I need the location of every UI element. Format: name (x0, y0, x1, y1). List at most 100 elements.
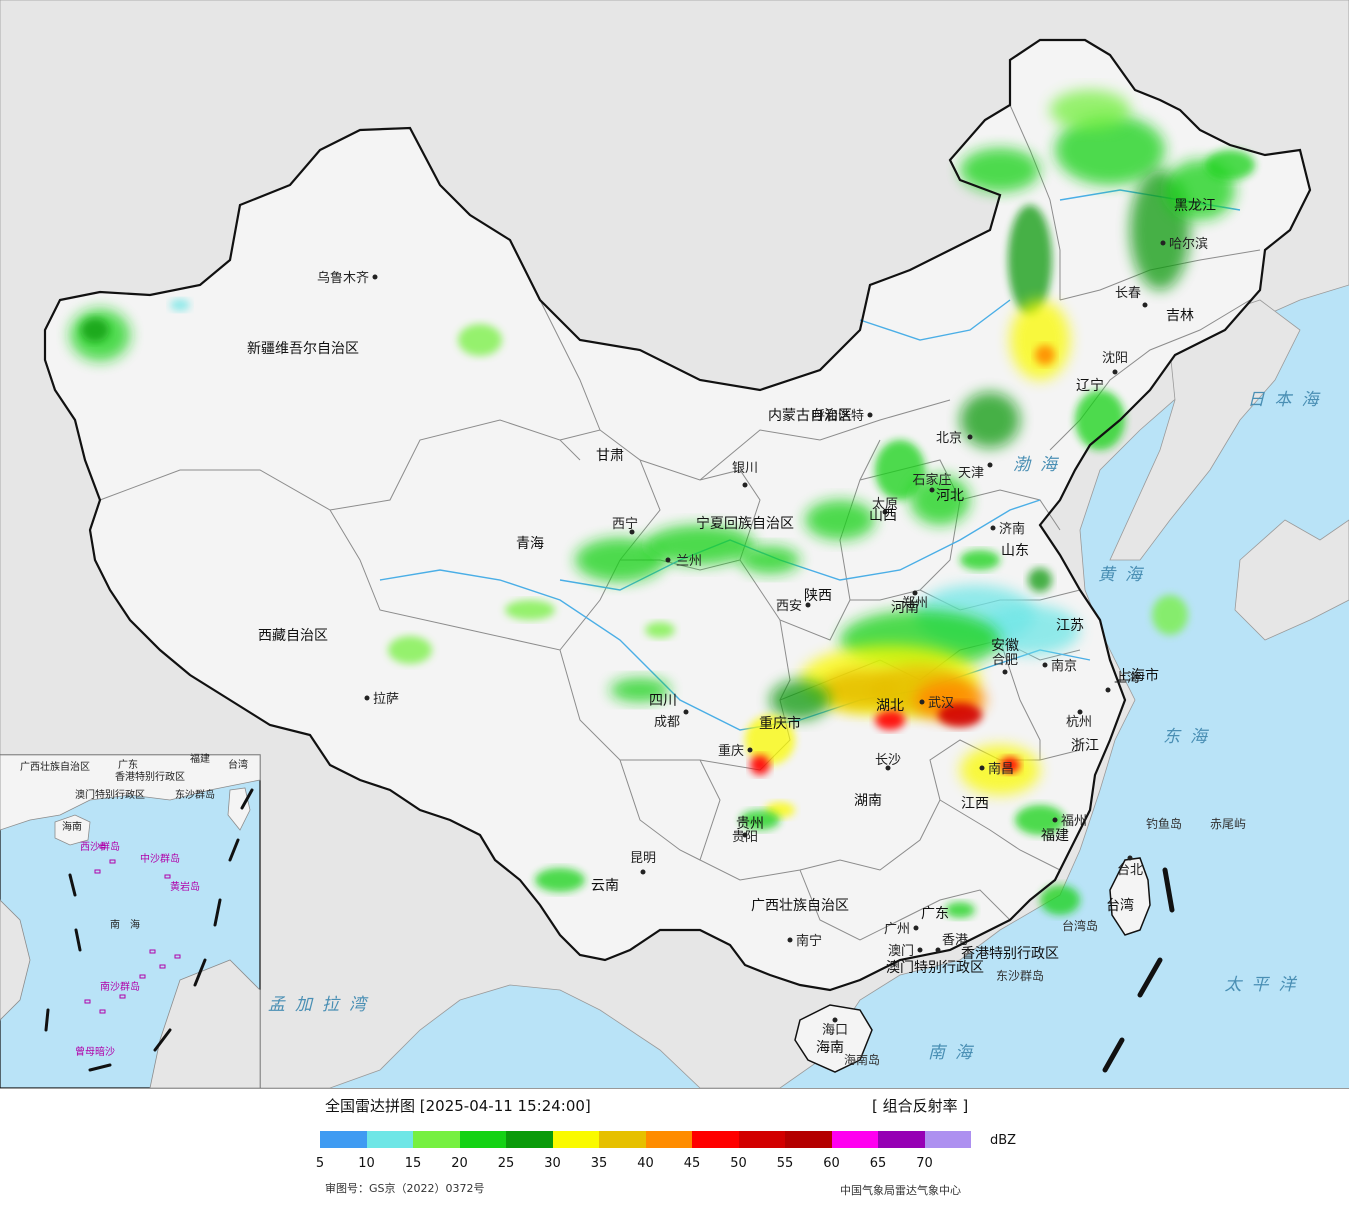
legend-title: 全国雷达拼图 [2025-04-11 15:24:00] (325, 1097, 591, 1115)
city-label-北京: 北京 (936, 431, 962, 446)
island-label-赤尾屿: 赤尾屿 (1210, 817, 1246, 831)
city-dot-济南 (990, 525, 996, 531)
radar-echo-15 (1008, 205, 1052, 315)
city-dot-重庆 (747, 747, 753, 753)
city-label-武汉: 武汉 (928, 696, 954, 711)
scale-tick-15: 15 (404, 1156, 422, 1171)
scale-swatch-10 (366, 1131, 413, 1148)
sea-label-东海: 东海 (1163, 727, 1217, 747)
province-label-广西壮族自治区: 广西壮族自治区 (751, 898, 849, 914)
radar-echo-36 (960, 745, 1040, 795)
province-label-浙江: 浙江 (1071, 738, 1099, 754)
province-label-河南: 河南 (891, 600, 919, 616)
radar-echo-17 (1035, 345, 1055, 365)
city-dot-海口 (832, 1017, 838, 1023)
scale-swatch-45 (692, 1131, 739, 1148)
province-label-陕西: 陕西 (804, 588, 832, 604)
city-label-太原: 太原 (872, 497, 898, 512)
city-label-杭州: 杭州 (1066, 715, 1092, 730)
city-label-福州: 福州 (1061, 814, 1087, 829)
city-label-重庆: 重庆 (718, 743, 744, 759)
radar-echo-34 (745, 715, 795, 765)
scale-tick-70: 70 (916, 1156, 933, 1171)
radar-echo-30 (938, 703, 982, 727)
scale-swatch-50 (738, 1131, 785, 1148)
sea-label-南海: 南海 (928, 1043, 982, 1063)
city-dot-长沙 (885, 765, 891, 771)
radar-echo-35 (750, 755, 770, 775)
radar-echo-2 (458, 324, 502, 356)
city-dot-南昌 (979, 765, 985, 771)
scale-tick-65: 65 (869, 1156, 887, 1171)
city-label-上海: 上海 (1114, 671, 1140, 686)
city-label-石家庄: 石家庄 (912, 472, 951, 488)
radar-echo-33 (770, 680, 830, 720)
radar-echo-6 (610, 678, 670, 702)
radar-echo-5 (505, 600, 555, 620)
radar-echo-40 (740, 810, 780, 830)
city-dot-兰州 (665, 557, 671, 563)
province-label-山西: 山西 (869, 508, 897, 524)
national-border (43, 38, 1312, 992)
radar-echo-43 (945, 902, 975, 918)
color-scale-ticks: 5 10 15 20 25 30 35 40 45 50 55 60 65 70 (316, 1156, 980, 1172)
city-dot-西安 (805, 602, 811, 608)
sea-label-孟加拉湾: 孟加拉湾 (268, 995, 376, 1015)
city-label-天津: 天津 (958, 466, 984, 481)
city-label-合肥: 合肥 (992, 653, 1018, 668)
city-label-南宁: 南宁 (796, 933, 822, 949)
province-label-江苏: 江苏 (1056, 618, 1084, 634)
city-dot-石家庄 (929, 487, 935, 493)
city-label-西宁: 西宁 (612, 516, 638, 532)
province-label-贵州: 贵州 (736, 816, 764, 832)
city-dot-太原 (882, 509, 888, 515)
province-label-湖南: 湖南 (854, 793, 882, 809)
radar-echo-25 (980, 605, 1080, 655)
scale-swatch-40 (645, 1131, 692, 1148)
radar-echo-37 (1000, 757, 1020, 773)
scale-tick-50: 50 (730, 1156, 747, 1171)
scale-swatch-30 (552, 1131, 599, 1148)
sea-label-太平洋: 太平洋 (1225, 975, 1306, 995)
city-dot-沈阳 (1112, 369, 1118, 375)
city-dot-台北 (1127, 855, 1133, 861)
taiwan-island (1109, 857, 1151, 936)
inset-label-福建: 福建 (190, 752, 210, 765)
city-label-呼和浩特: 呼和浩特 (812, 409, 864, 424)
radar-echo-46 (960, 550, 1000, 570)
unit-label: dBZ (990, 1133, 1017, 1148)
radar-echo-11 (875, 440, 925, 500)
radar-echo-12 (910, 475, 970, 525)
province-label-青海: 青海 (516, 536, 544, 552)
city-dot-南宁 (787, 937, 793, 943)
radar-echo-32 (820, 670, 900, 710)
inset-label-南海: 南海 (110, 918, 150, 931)
province-label-湖北: 湖北 (876, 698, 904, 714)
province-label-重庆市: 重庆市 (759, 715, 801, 732)
radar-echo-44 (1152, 595, 1188, 635)
map-approval-number: 审图号：GS京（2022）0372号 (325, 1182, 485, 1195)
province-label-宁夏回族自治区: 宁夏回族自治区 (696, 515, 794, 532)
city-dot-福州 (1052, 817, 1058, 823)
scale-swatch-65 (878, 1131, 925, 1148)
scale-swatch-35 (599, 1131, 646, 1148)
city-dot-呼和浩特 (867, 412, 873, 418)
scale-swatch-20 (459, 1131, 506, 1148)
city-dot-澳门 (917, 947, 923, 953)
city-label-昆明: 昆明 (630, 851, 656, 866)
radar-echo-31 (875, 710, 905, 730)
scale-tick-55: 55 (776, 1156, 794, 1171)
scale-tick-5: 5 (315, 1156, 325, 1171)
city-label-台北: 台北 (1117, 863, 1143, 878)
radar-echo-47 (645, 622, 675, 638)
city-label-海口: 海口 (822, 1023, 848, 1038)
radar-echo-23 (1050, 90, 1130, 130)
radar-echo-layer (70, 90, 1255, 918)
inset-label-台湾: 台湾 (228, 758, 248, 771)
province-label-福建: 福建 (1041, 828, 1069, 844)
inset-label-海南: 海南 (62, 820, 82, 833)
inset-label-西沙群岛: 西沙群岛 (80, 840, 120, 853)
radar-echo-7 (575, 538, 665, 582)
city-dot-上海 (1105, 687, 1111, 693)
province-label-黑龙江: 黑龙江 (1174, 198, 1216, 214)
